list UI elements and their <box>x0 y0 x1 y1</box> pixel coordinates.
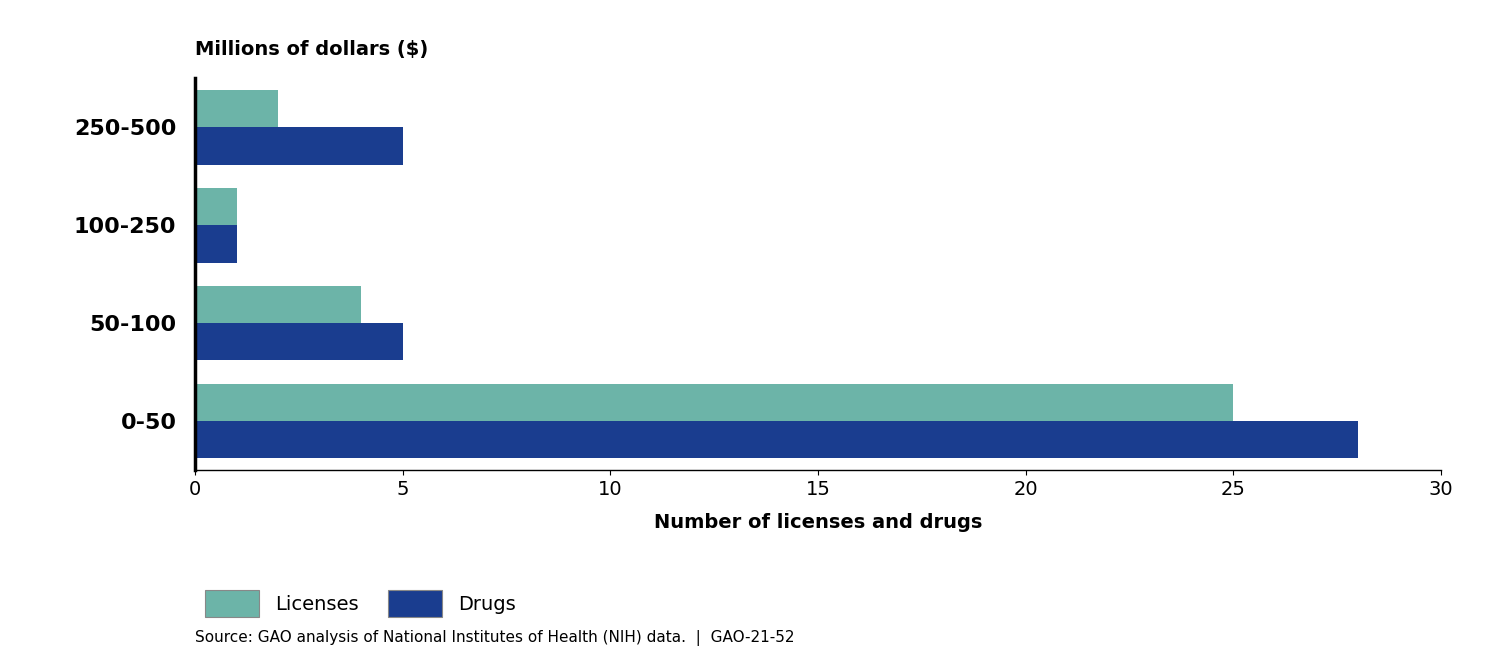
Bar <box>195 225 237 263</box>
Bar <box>195 421 1358 458</box>
Bar <box>195 127 402 165</box>
X-axis label: Number of licenses and drugs: Number of licenses and drugs <box>654 513 982 532</box>
Bar <box>195 323 402 360</box>
Bar <box>195 286 362 323</box>
Text: Millions of dollars ($): Millions of dollars ($) <box>195 40 428 59</box>
Text: Source: GAO analysis of National Institutes of Health (NIH) data.  |  GAO-21-52: Source: GAO analysis of National Institu… <box>195 630 794 646</box>
Bar <box>195 90 278 127</box>
Legend: Licenses, Drugs: Licenses, Drugs <box>204 590 515 617</box>
Bar <box>195 384 1234 421</box>
Bar <box>195 188 237 225</box>
